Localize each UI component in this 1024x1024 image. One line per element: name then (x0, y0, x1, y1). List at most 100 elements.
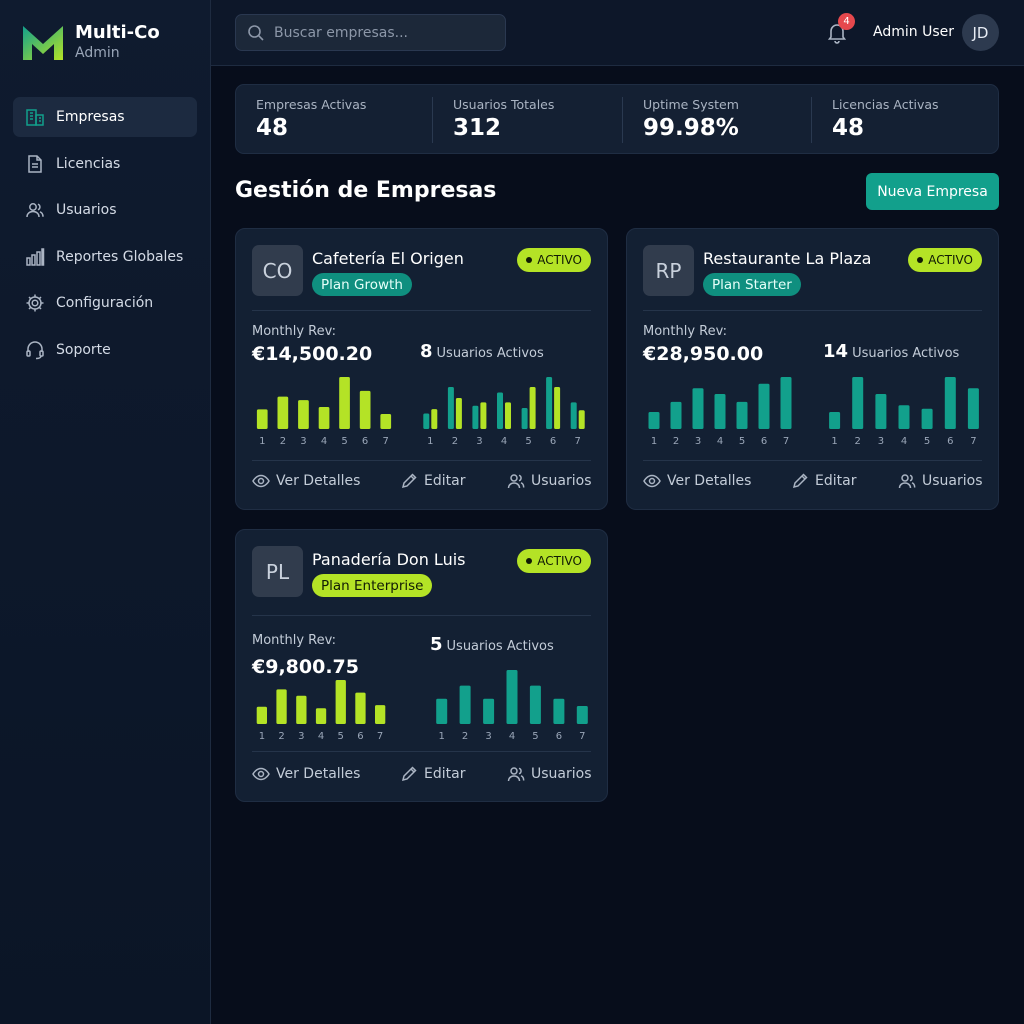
chart-bar (852, 377, 864, 429)
chart-tick-label: 6 (362, 436, 368, 447)
sidebar-item-label: Configuración (56, 295, 154, 311)
chart-tick-label: 4 (717, 436, 723, 447)
sidebar-item-usuarios[interactable]: Usuarios (13, 190, 197, 230)
view-details-button[interactable]: Ver Detalles (643, 472, 751, 490)
stat-label: Licencias Activas (832, 97, 939, 112)
gear-icon (26, 294, 44, 312)
chart-bar (553, 698, 565, 724)
chart-bar (375, 705, 386, 724)
sidebar-nav: Empresas Licencias Usuarios Reportes Glo… (13, 97, 197, 376)
brand-name: Multi-Co (75, 22, 160, 43)
chart-bar (296, 695, 307, 724)
revenue-chart: 1 2 3 4 5 6 7 (256, 377, 392, 447)
chart-bar (875, 394, 887, 429)
stat-divider (811, 97, 812, 143)
stat-divider (622, 97, 623, 143)
chart-bar (447, 387, 454, 429)
chart-tick-label: 6 (357, 731, 363, 742)
stat-divider (432, 97, 433, 143)
chart-tick-label: 2 (278, 731, 284, 742)
chart-tick-label: 3 (695, 436, 701, 447)
pencil-icon (401, 766, 417, 782)
chart-bar (529, 387, 536, 429)
avatar[interactable]: JD (962, 14, 999, 51)
chart-tick-label: 4 (318, 731, 324, 742)
eye-icon (643, 474, 661, 488)
chart-bar (436, 698, 448, 724)
company-name[interactable]: Cafetería El Origen (312, 249, 464, 268)
brand[interactable]: Multi-Co Admin (21, 22, 160, 62)
chart-tick-label: 7 (377, 731, 383, 742)
sidebar-item-soporte[interactable]: Soporte (13, 330, 197, 370)
action-label: Usuarios (531, 473, 592, 489)
status-label: ACTIVO (537, 253, 582, 267)
edit-button[interactable]: Editar (791, 472, 856, 490)
card-divider (643, 460, 982, 461)
new-company-button[interactable]: Nueva Empresa (866, 173, 999, 210)
chart-tick-label: 7 (970, 436, 976, 447)
sidebar-item-reportes[interactable]: Reportes Globales (13, 237, 197, 277)
company-avatar: CO (252, 245, 303, 296)
card-divider (252, 460, 591, 461)
chart-bar (480, 402, 487, 429)
chart-tick-label: 1 (831, 436, 837, 447)
sidebar-item-licencias[interactable]: Licencias (13, 144, 197, 184)
chart-bar (529, 685, 541, 724)
document-icon (28, 154, 42, 173)
card-divider (643, 310, 982, 311)
sidebar-item-empresas[interactable]: Empresas (13, 97, 197, 137)
chart-bar (380, 414, 392, 429)
chart-bar (780, 377, 792, 429)
chart-bar (277, 396, 289, 429)
status-label: ACTIVO (537, 554, 582, 568)
eye-icon (252, 767, 270, 781)
chart-tick-label: 2 (673, 436, 679, 447)
users-button[interactable]: Usuarios (507, 472, 592, 490)
sidebar-item-configuracion[interactable]: Configuración (13, 283, 197, 323)
users-button[interactable]: Usuarios (507, 765, 592, 783)
chart-tick-label: 2 (280, 436, 286, 447)
chart-tick-label: 6 (947, 436, 953, 447)
active-users: 14 Usuarios Activos (823, 341, 959, 362)
active-users-label: Usuarios Activos (852, 346, 960, 361)
revenue-value: €9,800.75 (252, 656, 359, 678)
active-users-count: 5 (430, 634, 443, 655)
company-name[interactable]: Restaurante La Plaza (703, 249, 872, 268)
chart-bar (505, 402, 511, 429)
stat-label: Usuarios Totales (453, 97, 555, 112)
view-details-button[interactable]: Ver Detalles (252, 472, 360, 490)
user-name[interactable]: Admin User (873, 24, 954, 40)
chart-tick-label: 4 (901, 436, 907, 447)
edit-button[interactable]: Editar (400, 765, 465, 783)
view-details-button[interactable]: Ver Detalles (252, 765, 360, 783)
action-label: Ver Detalles (276, 473, 361, 489)
status-badge: ACTIVO (908, 248, 982, 272)
company-name[interactable]: Panadería Don Luis (312, 550, 466, 569)
chart-bar (670, 401, 682, 429)
chart-bar (359, 390, 371, 429)
search-icon (248, 24, 264, 41)
active-users-label: Usuarios Activos (446, 639, 554, 654)
chart-tick-label: 5 (341, 436, 347, 447)
chart-bar (459, 685, 471, 724)
chart-tick-label: 4 (501, 436, 507, 447)
users-button[interactable]: Usuarios (898, 472, 983, 490)
revenue-chart: 1 2 3 4 5 6 7 (256, 680, 386, 742)
chart-bar (335, 680, 346, 724)
search-box[interactable] (235, 14, 506, 51)
revenue-label: Monthly Rev: (252, 633, 336, 648)
search-input[interactable] (274, 24, 494, 41)
chart-bar (692, 388, 704, 429)
chart-bar (506, 670, 518, 724)
active-users-count: 14 (823, 341, 849, 362)
revenue-value: €28,950.00 (643, 343, 764, 365)
logo-icon (23, 26, 63, 60)
users-icon (898, 474, 916, 489)
users-icon (26, 203, 44, 218)
status-dot (526, 257, 533, 263)
chart-bar (546, 377, 553, 429)
chart-bar (455, 398, 462, 429)
chart-tick-label: 6 (556, 731, 562, 742)
revenue-chart: 1 2 3 4 5 6 7 (648, 377, 792, 447)
edit-button[interactable]: Editar (400, 472, 465, 490)
